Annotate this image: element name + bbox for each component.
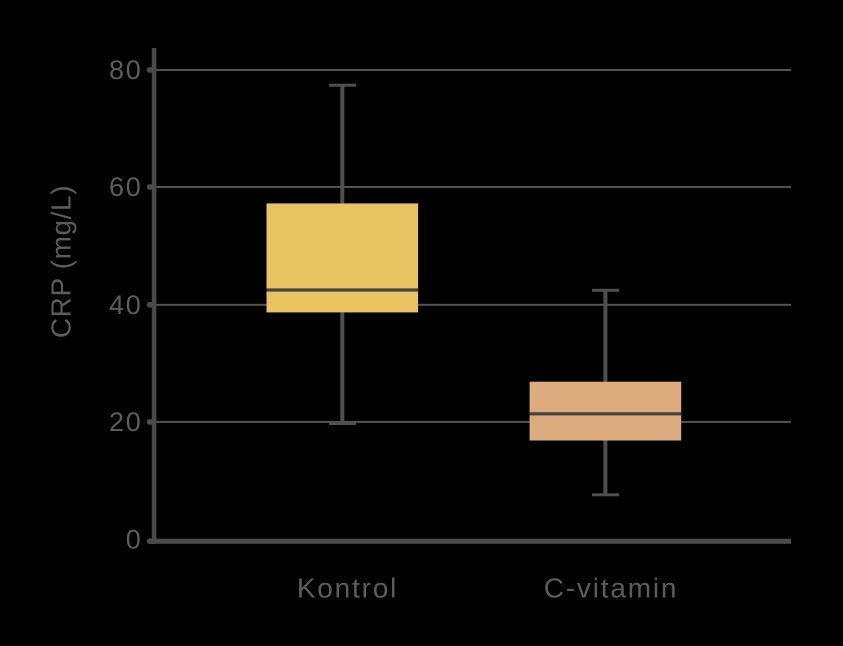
- svg-text:C-vitamin: C-vitamin: [544, 572, 678, 603]
- svg-text:80: 80: [109, 55, 143, 85]
- svg-text:20: 20: [109, 407, 143, 437]
- svg-text:CRP (mg/L): CRP (mg/L): [46, 185, 77, 338]
- svg-text:Kontrol: Kontrol: [297, 572, 398, 603]
- svg-text:0: 0: [126, 525, 143, 555]
- svg-text:60: 60: [109, 172, 143, 202]
- svg-text:40: 40: [109, 290, 143, 320]
